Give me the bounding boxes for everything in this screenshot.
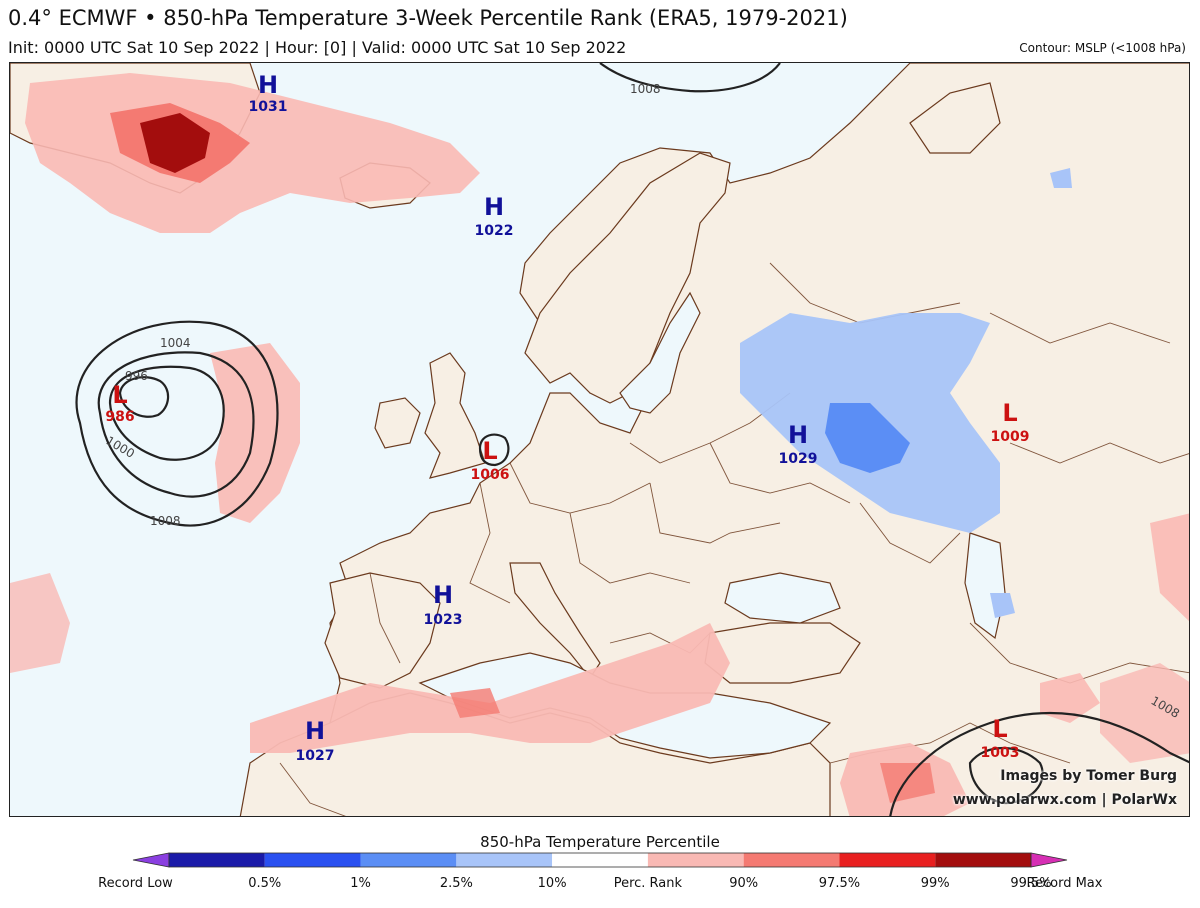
pressure-center-type: H bbox=[484, 193, 504, 221]
pressure-center-type: L bbox=[1002, 399, 1017, 427]
colorbar-tick-label: 2.5% bbox=[439, 876, 473, 891]
land-iberia bbox=[324, 572, 441, 689]
pressure-center-value: 1023 bbox=[424, 612, 463, 628]
colorbar-tick-label: 97.5% bbox=[818, 876, 861, 891]
pressure-center-type: L bbox=[992, 715, 1007, 743]
colorbar-tick-label: 0.5% bbox=[248, 876, 282, 891]
colorbar-segment bbox=[264, 853, 361, 867]
colorbar-tick-label: 99.5% bbox=[1010, 876, 1052, 891]
pressure-centers: H 1031 H 1022 L 986 L 1006 H 1029 L 1009 bbox=[105, 71, 1029, 764]
pressure-center-value: 1031 bbox=[249, 99, 288, 115]
low-pressure-center: L 986 bbox=[105, 381, 134, 425]
isobar-low-996 bbox=[118, 376, 170, 418]
colorbar-segment bbox=[839, 853, 936, 867]
pressure-center-value: 1009 bbox=[991, 429, 1030, 445]
isobar-low-1000 bbox=[108, 365, 225, 461]
high-pressure-center: H 1029 bbox=[779, 421, 818, 467]
map-subtitle: Init: 0000 UTC Sat 10 Sep 2022 | Hour: [… bbox=[8, 38, 627, 57]
isobar-low-1004 bbox=[97, 351, 255, 498]
colorbar-segment bbox=[456, 853, 553, 867]
low-pressure-center: L 1009 bbox=[991, 399, 1030, 445]
colorbar bbox=[132, 852, 1068, 868]
black-sea bbox=[724, 572, 841, 624]
isobar-arctic-1008 bbox=[599, 63, 781, 93]
isobar-low-1008 bbox=[75, 320, 279, 527]
contour-note: Contour: MSLP (<1008 hPa) bbox=[1019, 41, 1186, 55]
colorbar-segments bbox=[132, 852, 1068, 868]
weather-map[interactable]: 1008 1004 996 1000 1008 1008 H 1031 H 10… bbox=[9, 62, 1190, 817]
colorbar-segment bbox=[935, 853, 1031, 867]
colorbar-tick-label: Perc. Rank bbox=[613, 876, 683, 891]
isobar-label: 996 bbox=[125, 369, 148, 383]
map-canvas: 1008 1004 996 1000 1008 1008 H 1031 H 10… bbox=[10, 63, 1189, 816]
colorbar-segment bbox=[169, 853, 265, 867]
high-pressure-center: H 1027 bbox=[296, 717, 335, 764]
colorbar-segment bbox=[743, 853, 840, 867]
credit-website[interactable]: www.polarwx.com | PolarWx bbox=[952, 792, 1177, 808]
isobar-middle-east-1008 bbox=[889, 711, 1189, 816]
warm-anomalies bbox=[10, 73, 1189, 816]
colorbar-extend-high bbox=[1030, 852, 1068, 868]
colorbar-segment bbox=[360, 853, 457, 867]
colorbar-tick-label: Record Low bbox=[98, 876, 173, 891]
land-anatolia bbox=[704, 622, 861, 684]
colorbar-tick-label: 10% bbox=[537, 876, 567, 891]
pressure-center-value: 986 bbox=[105, 409, 134, 425]
pressure-center-value: 1029 bbox=[779, 451, 818, 467]
pressure-center-type: L bbox=[112, 381, 127, 409]
isobars bbox=[75, 63, 1189, 816]
colorbar-title: 850-hPa Temperature Percentile bbox=[480, 833, 720, 851]
isobar-benelux-low bbox=[478, 433, 510, 467]
low-pressure-center: L 1003 bbox=[981, 715, 1020, 761]
map-title: 0.4° ECMWF • 850-hPa Temperature 3-Week … bbox=[8, 6, 848, 30]
colorbar-outline bbox=[168, 852, 1032, 868]
isobar-label: 1008 bbox=[150, 514, 181, 528]
cold-anomalies bbox=[740, 168, 1072, 618]
colorbar-segment bbox=[552, 853, 648, 867]
colorbar-extend-low bbox=[132, 852, 170, 868]
pressure-center-value: 1003 bbox=[981, 745, 1020, 761]
pressure-center-value: 1006 bbox=[471, 467, 510, 483]
land-great-britain bbox=[424, 352, 486, 479]
baltic-sea bbox=[619, 291, 701, 414]
pressure-center-type: H bbox=[788, 421, 808, 449]
high-pressure-center: H 1022 bbox=[475, 193, 514, 239]
colorbar-tick-label: 99% bbox=[920, 876, 950, 891]
isobar-label: 1008 bbox=[630, 82, 661, 96]
pressure-center-type: H bbox=[433, 581, 453, 609]
high-pressure-center: H 1031 bbox=[249, 71, 288, 115]
pressure-center-type: H bbox=[258, 71, 278, 99]
colorbar-tick-label: 1% bbox=[350, 876, 371, 891]
isobar-middle-east-inner bbox=[968, 746, 1044, 805]
pressure-center-value: 1022 bbox=[475, 223, 514, 239]
pressure-center-type: H bbox=[305, 717, 325, 745]
land-scandinavia bbox=[524, 152, 731, 404]
credit-author: Images by Tomer Burg bbox=[1000, 768, 1177, 784]
pressure-center-type: L bbox=[482, 437, 497, 465]
colorbar-tick-label: Record Max bbox=[1026, 876, 1103, 891]
low-pressure-center: L 1006 bbox=[471, 437, 510, 483]
land-novaya-zemlya bbox=[909, 82, 1001, 154]
high-pressure-center: H 1023 bbox=[424, 581, 463, 628]
colorbar-tick-label: 90% bbox=[729, 876, 759, 891]
land-ireland bbox=[374, 397, 421, 449]
pressure-center-value: 1027 bbox=[296, 748, 335, 764]
isobar-label: 1004 bbox=[160, 336, 191, 350]
colorbar-segment bbox=[647, 853, 744, 867]
